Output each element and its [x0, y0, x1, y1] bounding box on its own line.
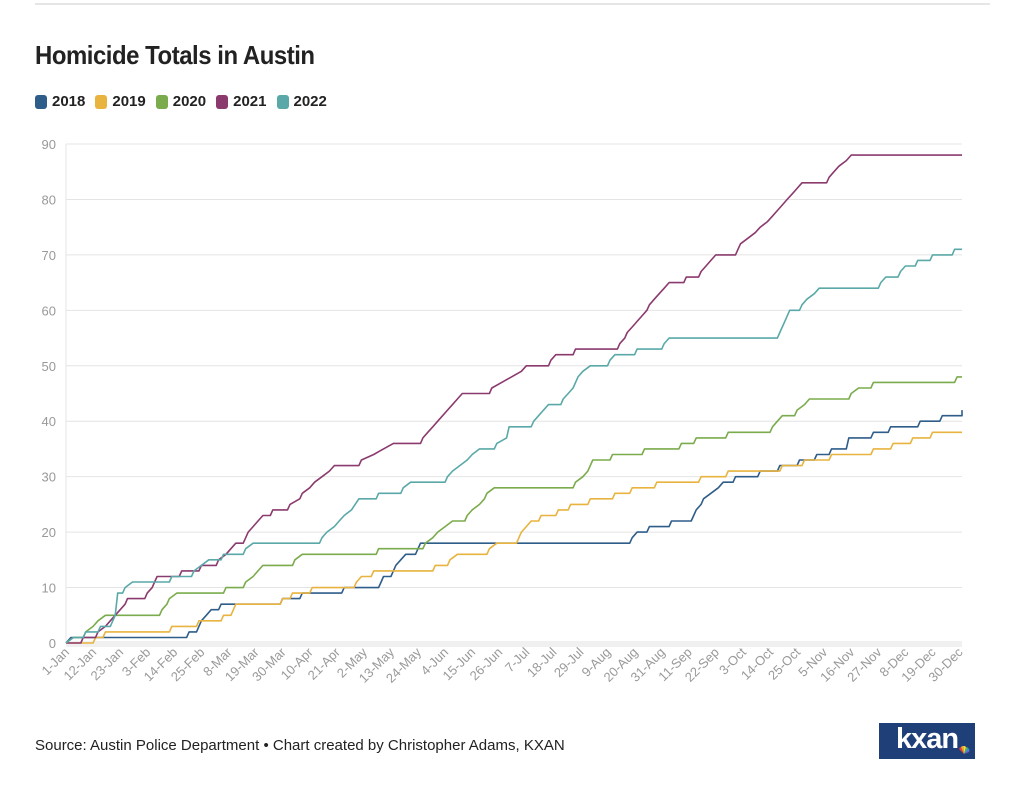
x-tick-label: 18-Jul	[524, 644, 560, 680]
y-tick-label: 40	[42, 414, 56, 429]
legend: 2018 2019 2020 2021 2022	[35, 93, 327, 110]
y-tick-label: 30	[42, 470, 56, 485]
series-line-2018[interactable]	[65, 410, 963, 644]
y-tick-label: 80	[42, 192, 56, 207]
peacock-icon	[959, 746, 970, 754]
legend-item-2022[interactable]: 2022	[276, 93, 327, 110]
y-tick-label: 50	[42, 359, 56, 374]
series-line-2021[interactable]	[66, 154, 962, 644]
chart-area: 01020304050607080901-Jan12-Jan23-Jan3-Fe…	[39, 137, 966, 686]
legend-label: 2021	[233, 93, 267, 110]
legend-item-2021[interactable]: 2021	[216, 93, 267, 110]
top-rule	[35, 3, 990, 5]
legend-label: 2018	[52, 93, 86, 110]
legend-item-2018[interactable]: 2018	[35, 93, 85, 110]
y-tick-label: 60	[42, 303, 56, 318]
legend-swatch	[35, 94, 47, 109]
legend-item-2019[interactable]: 2019	[95, 93, 146, 110]
logo-text: kxan	[895, 723, 959, 755]
legend-swatch	[95, 94, 108, 109]
legend-label: 2020	[172, 93, 207, 110]
legend-swatch	[276, 94, 289, 109]
y-tick-label: 10	[42, 581, 56, 596]
baseline-strip	[66, 641, 962, 647]
y-tick-label: 20	[42, 525, 56, 540]
series-line-2020[interactable]	[65, 376, 962, 644]
y-tick-label: 90	[42, 137, 56, 152]
y-tick-label: 0	[49, 636, 56, 651]
source-credit: Source: Austin Police Department • Chart…	[35, 737, 565, 754]
series-line-2019[interactable]	[66, 431, 962, 644]
chart-title: Homicide Totals in Austin	[35, 40, 315, 70]
series-line-2022[interactable]	[65, 248, 962, 644]
legend-swatch	[155, 94, 168, 109]
kxan-logo: kxan	[879, 723, 975, 759]
legend-item-2020[interactable]: 2020	[155, 93, 207, 110]
legend-swatch	[216, 94, 229, 109]
x-tick-label: 29-Jul	[551, 644, 587, 680]
legend-label: 2019	[112, 93, 146, 110]
y-tick-label: 70	[42, 248, 56, 263]
legend-label: 2022	[293, 93, 327, 110]
